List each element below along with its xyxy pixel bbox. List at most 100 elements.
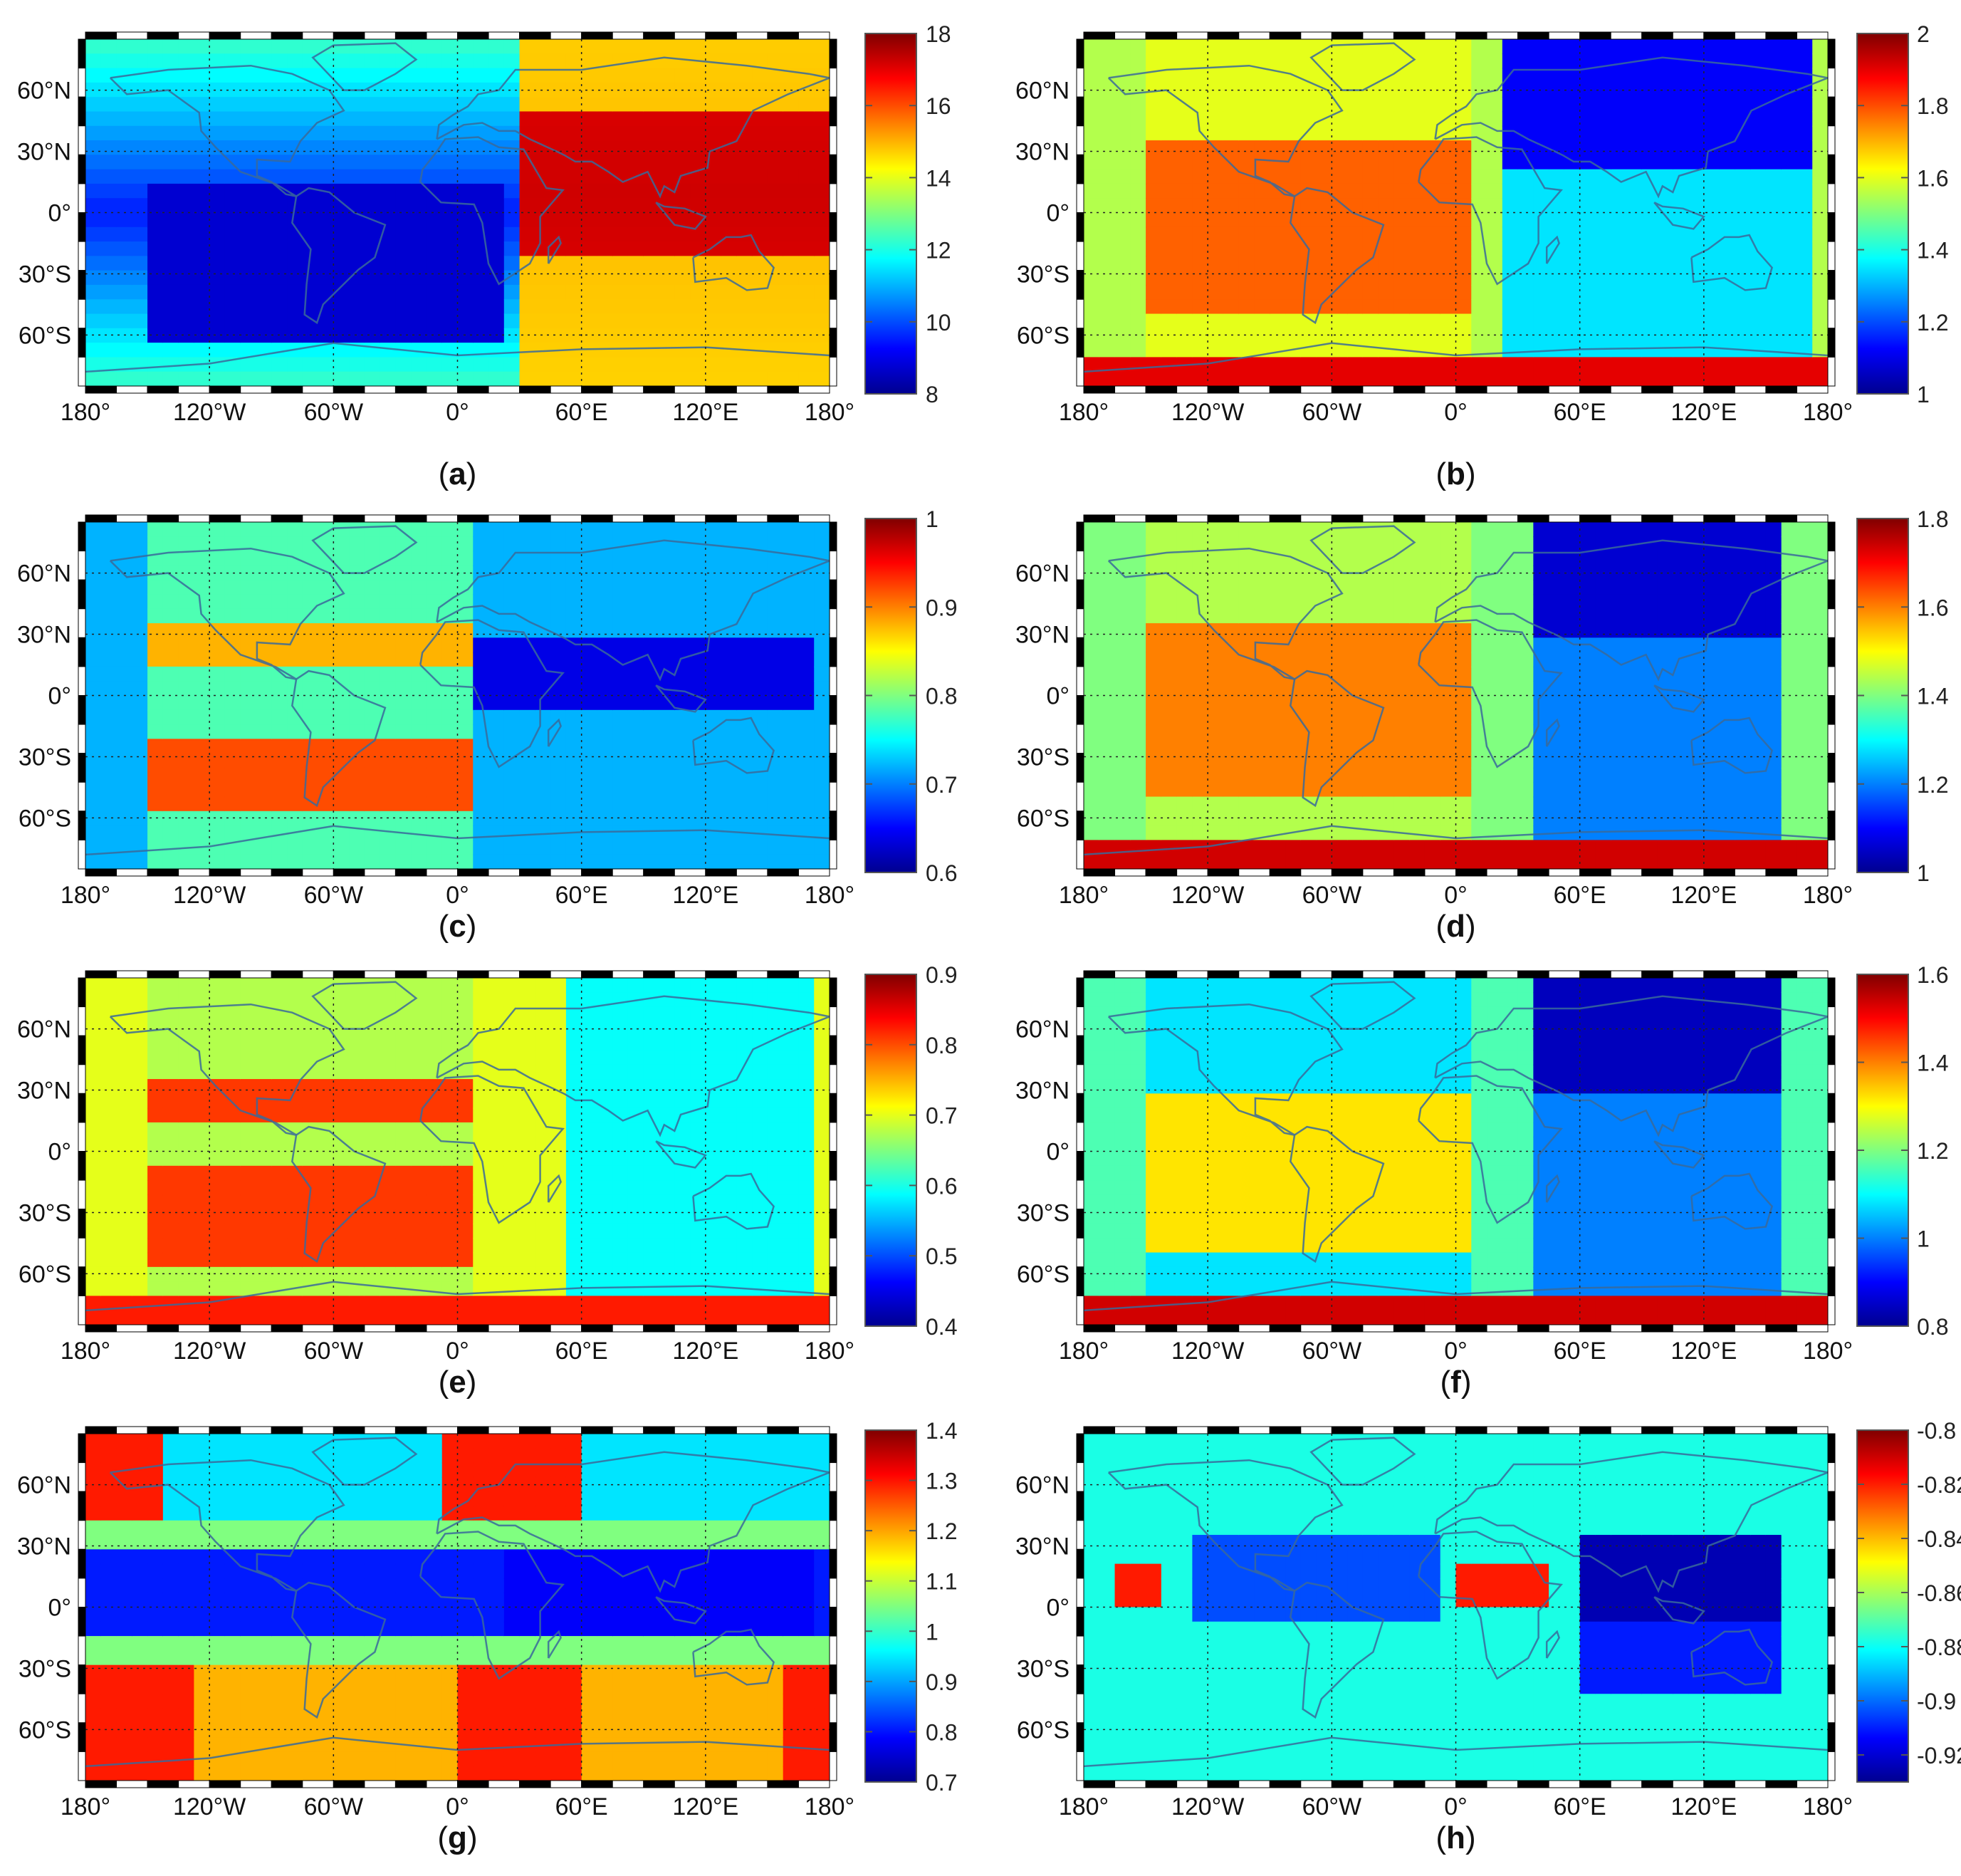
field-cell <box>1750 284 1767 301</box>
field-cell <box>1285 840 1302 855</box>
field-cell <box>1657 637 1674 653</box>
field-cell <box>1703 371 1720 387</box>
field-cell <box>1084 623 1100 639</box>
field-cell <box>581 226 598 242</box>
field-cell <box>1238 53 1255 69</box>
field-cell <box>1332 594 1348 610</box>
field-cell <box>1579 328 1596 343</box>
field-cell <box>736 623 753 639</box>
field-cell <box>1657 82 1674 98</box>
field-cell <box>85 739 102 754</box>
field-cell <box>256 551 273 566</box>
field-cell <box>1579 767 1596 783</box>
field-cell <box>318 371 335 387</box>
field-cell <box>318 256 335 271</box>
field-cell <box>1673 357 1689 372</box>
field-cell <box>256 623 273 639</box>
field-cell <box>1223 637 1240 653</box>
field-cell <box>256 608 273 624</box>
field-cell <box>1812 125 1829 141</box>
field-cell <box>271 39 288 55</box>
field-cell <box>1254 313 1271 329</box>
field-cell <box>1781 594 1798 610</box>
field-cell <box>1270 724 1286 740</box>
field-cell <box>302 782 319 798</box>
field-cell <box>178 53 195 69</box>
field-cell <box>1424 284 1441 301</box>
field-cell <box>426 82 443 98</box>
field-cell <box>519 709 536 725</box>
field-cell <box>550 53 567 69</box>
field-cell <box>1657 811 1674 826</box>
field-cell <box>1595 111 1612 127</box>
field-cell <box>1533 371 1549 387</box>
field-cell <box>1611 739 1627 754</box>
field-cell <box>162 551 179 566</box>
field-cell <box>1703 580 1720 595</box>
field-cell <box>1285 811 1302 826</box>
field-cell <box>1703 796 1720 812</box>
frame-segment <box>1083 385 1116 394</box>
field-cell <box>364 796 381 812</box>
field-cell <box>411 169 427 184</box>
field-cell <box>1626 68 1643 83</box>
field-cell <box>1657 357 1674 372</box>
field-cell <box>1533 270 1549 286</box>
field-cell <box>209 299 226 315</box>
frame-segment <box>829 125 837 155</box>
field-cell <box>1626 284 1643 301</box>
field-cell <box>132 522 148 538</box>
field-cell <box>209 82 226 98</box>
field-cell <box>364 169 381 184</box>
field-cell <box>473 328 489 343</box>
field-cell <box>194 155 210 170</box>
field-cell <box>1114 580 1131 595</box>
field-cell <box>333 169 350 184</box>
field-cell <box>1781 652 1798 667</box>
field-cell <box>1673 313 1689 329</box>
field-cell <box>565 256 582 271</box>
field-cell <box>1626 256 1643 271</box>
field-cell <box>1176 623 1193 639</box>
field-cell <box>1564 840 1581 855</box>
frame-segment <box>767 385 799 394</box>
field-cell <box>100 753 117 768</box>
field-cell <box>1812 328 1829 343</box>
field-cell <box>659 357 676 372</box>
field-cell <box>147 299 164 315</box>
field-cell <box>287 854 303 870</box>
field-cell <box>1254 565 1271 580</box>
field-cell <box>1084 241 1100 257</box>
field-cell <box>1254 97 1271 113</box>
field-cell <box>1146 608 1162 624</box>
field-cell <box>519 695 536 711</box>
field-cell <box>612 782 629 798</box>
field-cell <box>550 637 567 653</box>
field-cell <box>565 811 582 826</box>
field-cell <box>1084 328 1100 343</box>
field-cell <box>271 825 288 841</box>
field-cell <box>1192 536 1208 552</box>
field-cell <box>318 782 335 798</box>
graticule <box>85 522 830 869</box>
field-cell <box>1332 299 1348 315</box>
field-cell <box>1703 854 1720 870</box>
field-cell <box>721 97 738 113</box>
field-cell <box>705 536 722 552</box>
field-cell <box>1533 652 1549 667</box>
field-cell <box>1161 536 1178 552</box>
field-cell <box>1502 536 1519 552</box>
field-cell <box>1517 68 1534 83</box>
field-cell <box>1765 97 1782 113</box>
field-cell <box>1176 226 1193 242</box>
field-cell <box>597 580 614 595</box>
field-cell <box>457 767 474 783</box>
field-cell <box>1362 652 1379 667</box>
field-cell <box>535 782 551 798</box>
field-cell <box>1099 565 1116 580</box>
field-cell <box>194 825 210 841</box>
field-cell <box>783 183 800 199</box>
field-cell <box>1146 840 1162 855</box>
field-cell <box>674 709 691 725</box>
field-cell <box>411 125 427 141</box>
